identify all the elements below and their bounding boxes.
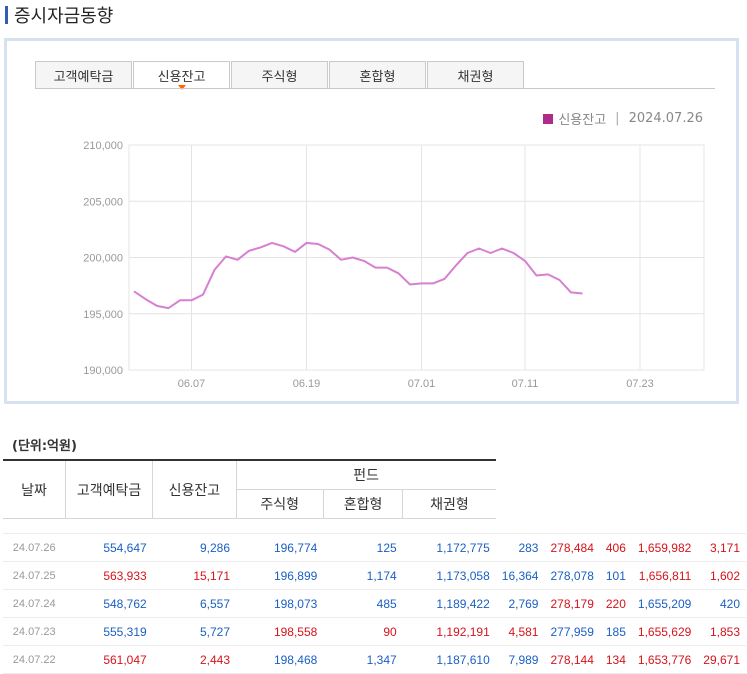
y-tick-label: 195,000 [83,309,123,321]
cell-bond-change: 1,853 [697,617,746,646]
cell-bond-change: 1,602 [697,561,746,590]
page-title: 증시자금동향 [14,6,114,27]
cell-credit: 198,558 [236,617,324,646]
cell-stock: 1,189,422 [402,589,496,618]
cell-credit: 196,774 [236,533,324,562]
x-tick-label: 06.19 [293,378,321,390]
chart-grid [128,144,705,371]
y-tick-label: 190,000 [83,365,123,377]
cell-mixed-change: 185 [599,617,632,646]
cell-bond-change: 420 [697,589,746,618]
cell-bond: 1,655,209 [631,589,698,618]
col-bond: 채권형 [402,489,496,519]
x-tick-label: 07.01 [408,378,436,390]
col-stock: 주식형 [235,489,324,519]
tab-deposit[interactable]: 고객예탁금 [35,61,132,89]
tab-mixed[interactable]: 혼합형 [329,61,426,89]
cell-date: 24.07.26 [3,533,66,562]
col-credit: 신용잔고 [152,459,237,519]
y-tick-label: 200,000 [83,253,123,265]
cell-mixed: 278,078 [544,561,600,590]
table-row: 24.07.24 548,762 6,557 198,073 485 1,189,422 2… [3,589,746,618]
tab-divider [35,88,715,89]
col-mixed: 혼합형 [322,489,404,519]
x-axis: 06.07 06.19 07.01 07.11 07.23 [178,378,654,390]
y-axis: 210,000 205,000 200,000 195,000 190,000 [83,140,123,377]
tab-label: 신용잔고 [157,69,206,85]
cell-mixed-change: 101 [599,561,632,590]
cell-bond: 1,656,811 [631,561,698,590]
cell-mixed: 278,484 [544,533,600,562]
legend-date: 2024.07.26 [628,111,703,126]
credit-balance-chart: 210,000 205,000 200,000 195,000 190,000 06.0… [83,140,705,390]
table-body: 24.07.26 554,647 9,286 196,774 125 1,172,775 2… [3,518,746,674]
cell-deposit-change: 9,286 [152,533,237,562]
cell-date: 24.07.23 [3,617,66,646]
cell-bond: 1,655,629 [631,617,698,646]
cell-deposit: 555,319 [65,617,153,646]
cell-date: 24.07.24 [3,589,66,618]
cell-credit-change: 485 [323,589,403,618]
x-tick-label: 07.23 [626,378,654,390]
series-line [133,241,583,310]
y-tick-label: 210,000 [83,140,123,152]
cell-mixed-change: 220 [599,589,632,618]
table-row: 24.07.26 554,647 9,286 196,774 125 1,172,775 2… [3,533,746,562]
cell-credit-change: 125 [323,533,403,562]
cell-mixed-change: 406 [599,533,632,562]
cell-stock-change: 4,581 [495,617,545,646]
legend-swatch [543,113,554,124]
col-fund: 펀드 [235,459,496,490]
tab-label: 고객예탁금 [53,69,114,85]
tab-label: 혼합형 [359,69,396,85]
series-credit-balance [133,241,583,310]
tab-label: 채권형 [457,69,494,85]
tab-label: 주식형 [261,69,298,85]
cell-date: 24.07.25 [3,561,66,590]
col-date: 날짜 [3,459,66,519]
fund-flow-table: 날짜 고객예탁금 신용잔고 펀드 주식형 혼합형 채권형 24.07.26 554… [3,459,746,674]
cell-stock: 1,173,058 [402,561,496,590]
tab-bond[interactable]: 채권형 [427,61,524,89]
cell-bond-change: 3,171 [697,533,746,562]
cell-deposit: 563,933 [65,561,153,590]
cell-stock: 1,192,191 [402,617,496,646]
legend-series: 신용잔고 [558,113,607,128]
table-row: 24.07.25 563,933 15,171 196,899 1,174 1,173,0… [3,561,746,590]
cell-deposit: 548,762 [65,589,153,618]
cell-deposit-change: 15,171 [152,561,237,590]
chart-panel: 고객예탁금 신용잔고 주식형 혼합형 채권형 신용잔고 | 2024.07.26… [4,38,739,404]
cell-bond: 1,659,982 [631,533,698,562]
tab-bar: 고객예탁금 신용잔고 주식형 혼합형 채권형 [35,61,525,90]
unit-label: (단위:억원) [12,439,77,454]
chart-legend: 신용잔고 | 2024.07.26 [543,109,703,128]
cell-credit-change: 1,174 [323,561,403,590]
col-deposit: 고객예탁금 [64,459,154,519]
header-bar [5,6,8,24]
caret-down-icon [177,85,186,90]
x-tick-label: 06.07 [178,378,206,390]
cell-deposit: 554,647 [65,533,153,562]
cell-mixed: 277,959 [544,617,600,646]
legend-separator: | [615,111,620,126]
y-tick-label: 205,000 [83,196,123,208]
cell-deposit-change: 5,727 [152,617,237,646]
table-row: 24.07.23 555,319 5,727 198,558 90 1,192,191 4,… [3,617,746,646]
cell-stock-change: 16,364 [495,561,545,590]
cell-mixed: 278,179 [544,589,600,618]
tab-stock[interactable]: 주식형 [231,61,328,89]
cell-deposit-change: 6,557 [152,589,237,618]
cell-credit: 198,073 [236,589,324,618]
cell-stock: 1,172,775 [402,533,496,562]
cell-stock-change: 283 [495,533,545,562]
x-tick-label: 07.11 [512,378,539,390]
cell-stock-change: 2,769 [495,589,545,618]
section-header: 증시자금동향 [5,3,113,27]
cell-credit: 196,899 [236,561,324,590]
cell-credit-change: 90 [323,617,403,646]
